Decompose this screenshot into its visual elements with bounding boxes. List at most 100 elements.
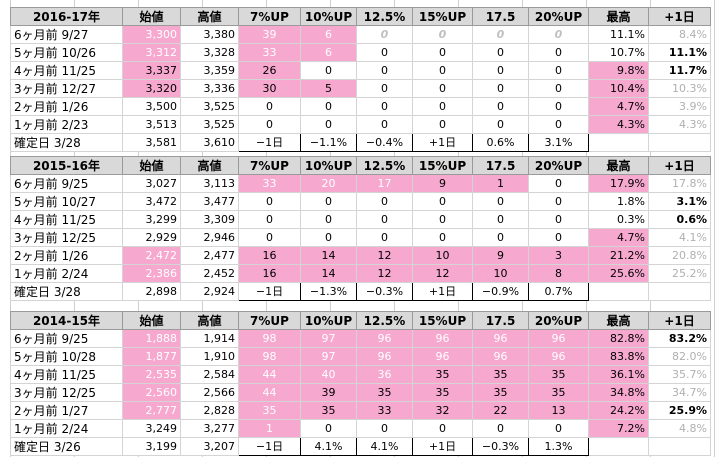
data-cell[interactable]: 0	[472, 61, 529, 80]
data-cell[interactable]: 0	[412, 79, 473, 98]
data-cell[interactable]: 1	[472, 174, 529, 193]
data-cell[interactable]: 0	[472, 43, 529, 62]
data-cell[interactable]: 7.2%	[588, 419, 649, 438]
row-label[interactable]: 4ヶ月前 11/25	[10, 365, 123, 384]
data-cell[interactable]: 25.2%	[648, 264, 711, 283]
data-cell[interactable]: 0	[356, 228, 413, 247]
data-cell[interactable]: 3,320	[122, 79, 181, 98]
column-header[interactable]: 始値	[122, 7, 181, 26]
data-cell[interactable]: 96	[356, 347, 413, 366]
data-cell[interactable]: −0.4%	[356, 133, 413, 152]
data-cell[interactable]: 0	[528, 115, 589, 134]
data-cell[interactable]: 14	[300, 264, 357, 283]
column-header[interactable]: 17.5	[472, 7, 529, 26]
data-cell[interactable]: 2,472	[122, 246, 181, 265]
data-cell[interactable]: 1,910	[180, 347, 239, 366]
data-cell[interactable]: 0	[412, 61, 473, 80]
column-header[interactable]: 20%UP	[528, 7, 589, 26]
data-cell[interactable]: 35.7%	[648, 365, 711, 384]
data-cell[interactable]: 0	[472, 210, 529, 229]
data-cell[interactable]: 4.1%	[356, 437, 413, 456]
data-cell[interactable]: 10.4%	[588, 79, 649, 98]
data-cell[interactable]: 3,525	[180, 97, 239, 116]
data-cell[interactable]: 82.8%	[588, 329, 649, 348]
row-label[interactable]: 確定日 3/28	[10, 133, 123, 152]
data-cell[interactable]: 12	[412, 264, 473, 283]
data-cell[interactable]: 0	[412, 192, 473, 211]
column-header[interactable]: +1日	[648, 311, 711, 330]
data-cell[interactable]: 34.7%	[648, 383, 711, 402]
data-cell[interactable]: 96	[528, 347, 589, 366]
data-cell[interactable]: 3.9%	[648, 97, 711, 116]
data-cell[interactable]: 1,914	[180, 329, 239, 348]
data-cell[interactable]: 24.2%	[588, 401, 649, 420]
block-title[interactable]: 2014-15年	[10, 311, 123, 330]
data-cell[interactable]: 2,452	[180, 264, 239, 283]
data-cell[interactable]: −1.3%	[300, 282, 357, 301]
data-cell[interactable]: 10	[472, 264, 529, 283]
column-header[interactable]: 7%UP	[238, 311, 301, 330]
data-cell[interactable]: 35	[472, 365, 529, 384]
data-cell[interactable]: 2,584	[180, 365, 239, 384]
data-cell[interactable]: 17	[356, 174, 413, 193]
data-cell[interactable]: 12	[356, 264, 413, 283]
data-cell[interactable]: 0	[238, 210, 301, 229]
data-cell[interactable]: 0	[528, 192, 589, 211]
data-cell[interactable]: 3.1%	[528, 133, 589, 152]
data-cell[interactable]: 35	[472, 383, 529, 402]
data-cell[interactable]: 35	[412, 365, 473, 384]
data-cell[interactable]: 0	[412, 25, 473, 44]
data-cell[interactable]: 9	[472, 246, 529, 265]
data-cell[interactable]: 0	[412, 419, 473, 438]
data-cell[interactable]: 83.8%	[588, 347, 649, 366]
column-header[interactable]: 高値	[180, 311, 239, 330]
data-cell[interactable]: 1.3%	[528, 437, 589, 456]
data-cell[interactable]: 16	[238, 246, 301, 265]
data-cell[interactable]: 0	[300, 228, 357, 247]
data-cell[interactable]: 3,337	[122, 61, 181, 80]
column-header[interactable]: 12.5%	[356, 311, 413, 330]
data-cell[interactable]: 39	[300, 383, 357, 402]
row-label[interactable]: 1ヶ月前 2/23	[10, 115, 123, 134]
data-cell[interactable]: 0	[472, 192, 529, 211]
data-cell[interactable]: 40	[300, 365, 357, 384]
data-cell[interactable]: 3	[528, 246, 589, 265]
data-cell[interactable]: 10.3%	[648, 79, 711, 98]
data-cell[interactable]: 3,249	[122, 419, 181, 438]
data-cell[interactable]: 9	[412, 174, 473, 193]
data-cell[interactable]: 96	[472, 347, 529, 366]
data-cell[interactable]: 0	[356, 97, 413, 116]
data-cell[interactable]: 0	[238, 115, 301, 134]
data-cell[interactable]: 83.2%	[648, 329, 711, 348]
data-cell[interactable]: 0	[412, 210, 473, 229]
row-label[interactable]: 4ヶ月前 11/25	[10, 210, 123, 229]
data-cell[interactable]: 3,277	[180, 419, 239, 438]
data-cell[interactable]: 96	[472, 329, 529, 348]
data-cell[interactable]: 20.8%	[648, 246, 711, 265]
row-label[interactable]: 2ヶ月前 1/27	[10, 401, 123, 420]
data-cell[interactable]	[588, 282, 649, 301]
data-cell[interactable]: +1日	[412, 282, 473, 301]
data-cell[interactable]: +1日	[412, 437, 473, 456]
column-header[interactable]: +1日	[648, 7, 711, 26]
data-cell[interactable]: 82.0%	[648, 347, 711, 366]
column-header[interactable]: 7%UP	[238, 7, 301, 26]
data-cell[interactable]: 11.1%	[648, 43, 711, 62]
row-label[interactable]: 5ヶ月前 10/26	[10, 43, 123, 62]
data-cell[interactable]: 3,300	[122, 25, 181, 44]
data-cell[interactable]: 2,535	[122, 365, 181, 384]
column-header[interactable]: 10%UP	[300, 7, 357, 26]
row-label[interactable]: 3ヶ月前 12/25	[10, 228, 123, 247]
data-cell[interactable]: 17.8%	[648, 174, 711, 193]
column-header[interactable]: 最高	[588, 156, 649, 175]
data-cell[interactable]: 0	[412, 115, 473, 134]
data-cell[interactable]: 3,610	[180, 133, 239, 152]
data-cell[interactable]: 3,113	[180, 174, 239, 193]
data-cell[interactable]: −0.3%	[356, 282, 413, 301]
column-header[interactable]: 12.5%	[356, 156, 413, 175]
column-header[interactable]: 17.5	[472, 311, 529, 330]
data-cell[interactable]: 5	[300, 79, 357, 98]
data-cell[interactable]	[648, 437, 711, 456]
data-cell[interactable]: 0.7%	[528, 282, 589, 301]
data-cell[interactable]: 3,328	[180, 43, 239, 62]
